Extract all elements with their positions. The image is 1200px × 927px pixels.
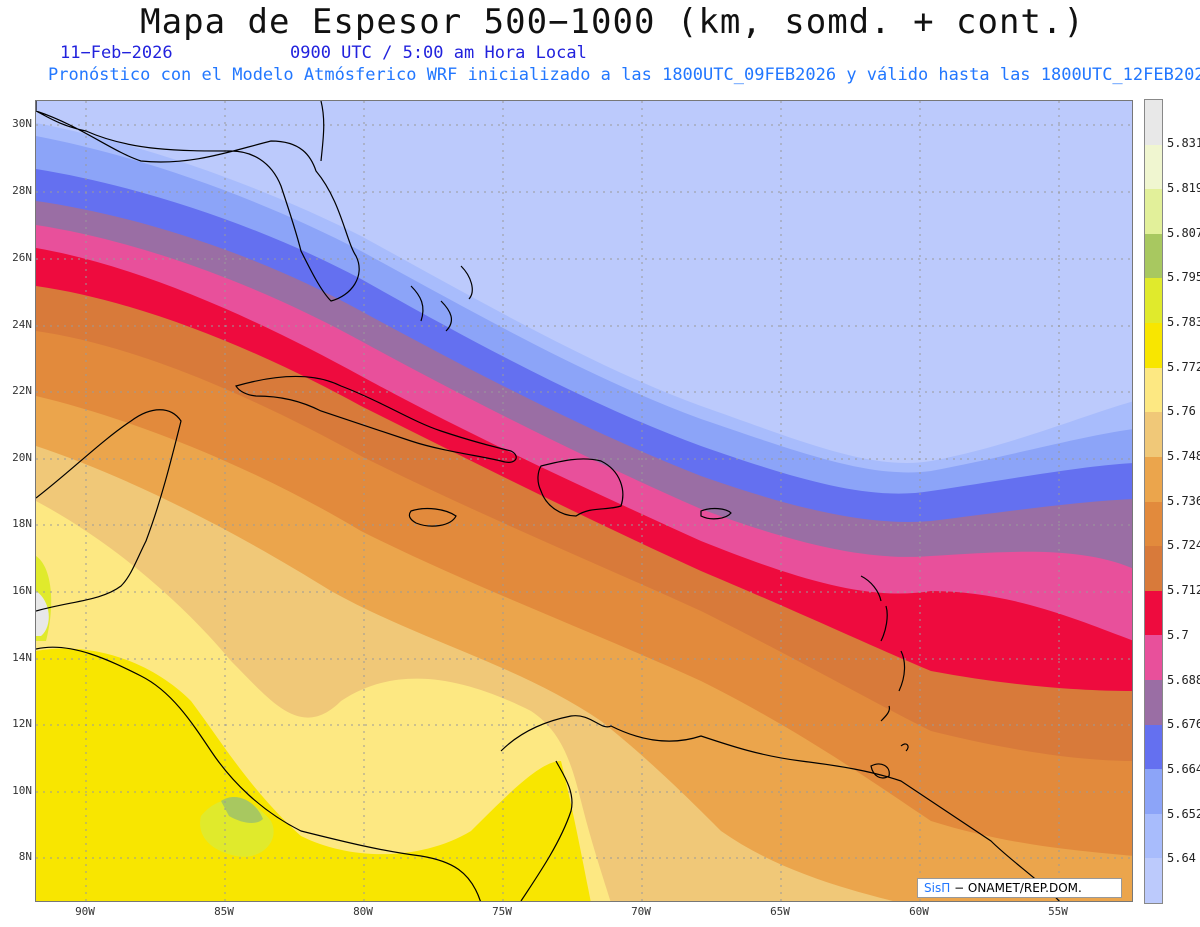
colorbar-segment bbox=[1145, 769, 1162, 815]
lon-label: 80W bbox=[353, 905, 373, 918]
credit-box: SisΠ − ONAMET/REP.DOM. bbox=[917, 878, 1122, 898]
lon-label: 70W bbox=[631, 905, 651, 918]
colorbar-label: 5.676 bbox=[1167, 717, 1200, 731]
colorbar-segment bbox=[1145, 501, 1162, 547]
lon-label: 65W bbox=[770, 905, 790, 918]
coastlines bbox=[36, 101, 1060, 901]
colorbar-segment bbox=[1145, 412, 1162, 458]
lat-label: 28N bbox=[12, 184, 32, 197]
forecast-date: 11−Feb−2026 bbox=[60, 43, 173, 63]
lat-label: 14N bbox=[12, 651, 32, 664]
thickness-map bbox=[35, 100, 1133, 902]
forecast-time: 0900 UTC / 5:00 am Hora Local bbox=[290, 43, 587, 63]
colorbar-segment bbox=[1145, 278, 1162, 324]
colorbar-segment bbox=[1145, 813, 1162, 859]
band-5807 bbox=[221, 797, 263, 823]
colorbar-segment bbox=[1145, 100, 1162, 146]
lat-label: 16N bbox=[12, 584, 32, 597]
band-5783 bbox=[36, 648, 591, 901]
lat-label: 18N bbox=[12, 517, 32, 530]
colorbar-label: 5.64 bbox=[1167, 851, 1196, 865]
colorbar-segment bbox=[1145, 189, 1162, 235]
lon-label: 90W bbox=[75, 905, 95, 918]
lon-label: 75W bbox=[492, 905, 512, 918]
colorbar-segment bbox=[1145, 635, 1162, 681]
colorbar-label: 5.712 bbox=[1167, 583, 1200, 597]
colorbar-segment bbox=[1145, 456, 1162, 502]
lon-label: 55W bbox=[1048, 905, 1068, 918]
lat-label: 30N bbox=[12, 117, 32, 130]
lat-label: 12N bbox=[12, 717, 32, 730]
colorbar-label: 5.819 bbox=[1167, 181, 1200, 195]
colorbar-label: 5.807 bbox=[1167, 226, 1200, 240]
colorbar-segment bbox=[1145, 367, 1162, 413]
colorbar-segment bbox=[1145, 546, 1162, 592]
colorbar-segment bbox=[1145, 724, 1162, 770]
map-canvas bbox=[36, 101, 1132, 901]
colorbar-label: 5.795 bbox=[1167, 270, 1200, 284]
colorbar-label: 5.772 bbox=[1167, 360, 1200, 374]
colorbar-label: 5.7 bbox=[1167, 628, 1189, 642]
colorbar bbox=[1144, 99, 1163, 904]
colorbar-label: 5.783 bbox=[1167, 315, 1200, 329]
colorbar-label: 5.831 bbox=[1167, 136, 1200, 150]
band-5831 bbox=[36, 591, 49, 636]
colorbar-label: 5.76 bbox=[1167, 404, 1196, 418]
colorbar-segment bbox=[1145, 233, 1162, 279]
colorbar-label: 5.652 bbox=[1167, 807, 1200, 821]
lat-label: 20N bbox=[12, 451, 32, 464]
colorbar-label: 5.748 bbox=[1167, 449, 1200, 463]
colorbar-segment bbox=[1145, 590, 1162, 636]
map-title: Mapa de Espesor 500−1000 (km, somd. + co… bbox=[140, 2, 1085, 42]
colorbar-label: 5.664 bbox=[1167, 762, 1200, 776]
colorbar-label: 5.724 bbox=[1167, 538, 1200, 552]
colorbar-segment bbox=[1145, 144, 1162, 190]
colorbar-segment bbox=[1145, 323, 1162, 369]
model-subtitle: Pronóstico con el Modelo Atmósferico WRF… bbox=[48, 65, 1200, 85]
colorbar-label: 5.688 bbox=[1167, 673, 1200, 687]
graticule bbox=[36, 101, 1132, 901]
lat-label: 8N bbox=[18, 850, 32, 863]
credit-text: − ONAMET/REP.DOM. bbox=[954, 881, 1082, 895]
lat-label: 24N bbox=[12, 318, 32, 331]
lat-label: 26N bbox=[12, 251, 32, 264]
lon-label: 85W bbox=[214, 905, 234, 918]
credit-brand: SisΠ bbox=[924, 881, 951, 895]
lat-label: 22N bbox=[12, 384, 32, 397]
colorbar-label: 5.736 bbox=[1167, 494, 1200, 508]
lon-label: 60W bbox=[909, 905, 929, 918]
lat-label: 10N bbox=[12, 784, 32, 797]
colorbar-segment bbox=[1145, 858, 1162, 904]
colorbar-segment bbox=[1145, 679, 1162, 726]
